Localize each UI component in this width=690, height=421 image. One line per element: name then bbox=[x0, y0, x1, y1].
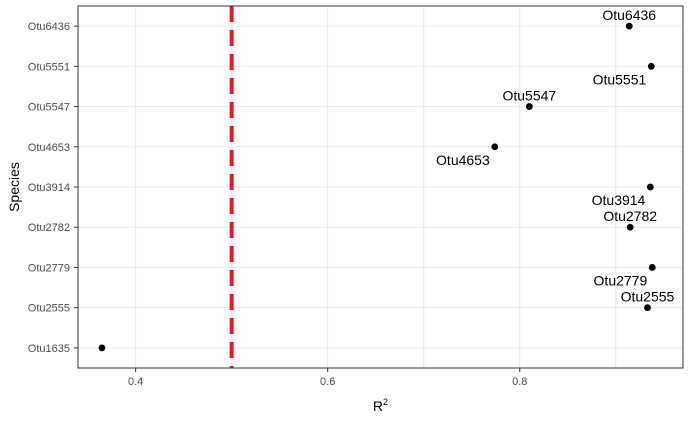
y-tick-label: Otu6436 bbox=[28, 21, 70, 33]
x-axis: 0.4 0.6 0.8 bbox=[128, 368, 527, 388]
y-tick-label: Otu5547 bbox=[28, 102, 70, 114]
point-label-otu6436: Otu6436 bbox=[602, 7, 656, 23]
data-point-otu5551 bbox=[647, 62, 655, 70]
data-point-otu1635 bbox=[98, 344, 106, 352]
y-tick-label: Otu3914 bbox=[28, 182, 70, 194]
point-label-otu4653: Otu4653 bbox=[436, 152, 490, 168]
y-axis-title: Species bbox=[6, 162, 22, 212]
point-label-otu5551: Otu5551 bbox=[593, 71, 647, 87]
x-axis-title: R2 bbox=[373, 397, 388, 414]
data-point-otu6436 bbox=[625, 22, 633, 30]
data-point-otu2782 bbox=[626, 223, 634, 231]
x-axis-title-base: R bbox=[373, 398, 383, 414]
grid-layer bbox=[78, 6, 683, 368]
data-point-otu2555 bbox=[644, 304, 651, 312]
x-tick-label: 0.8 bbox=[512, 376, 527, 388]
y-tick-label: Otu5551 bbox=[28, 61, 70, 73]
data-point-otu4653 bbox=[491, 143, 499, 151]
x-tick-label: 0.4 bbox=[128, 376, 143, 388]
y-tick-label: Otu4653 bbox=[28, 142, 70, 154]
y-tick-label: Otu2555 bbox=[28, 303, 70, 315]
y-tick-label: Otu2779 bbox=[28, 262, 70, 274]
y-tick-label: Otu1635 bbox=[28, 343, 70, 355]
point-label-otu3914: Otu3914 bbox=[592, 192, 646, 208]
point-label-otu2782: Otu2782 bbox=[603, 208, 657, 224]
x-tick-label: 0.6 bbox=[320, 376, 335, 388]
y-tick-label: Otu2782 bbox=[28, 222, 70, 234]
point-label-otu5547: Otu5547 bbox=[502, 88, 556, 104]
point-label-otu2779: Otu2779 bbox=[594, 272, 648, 288]
data-point-otu3914 bbox=[646, 183, 654, 191]
data-point-otu5547 bbox=[525, 103, 533, 110]
y-axis: Otu1635 Otu2555 Otu2779 Otu2782 Otu3914 Otu46… bbox=[28, 21, 78, 355]
point-label-otu2555: Otu2555 bbox=[621, 289, 675, 305]
data-point-otu2779 bbox=[648, 264, 656, 271]
points-layer bbox=[98, 22, 656, 352]
x-axis-title-superscript: 2 bbox=[383, 397, 388, 407]
